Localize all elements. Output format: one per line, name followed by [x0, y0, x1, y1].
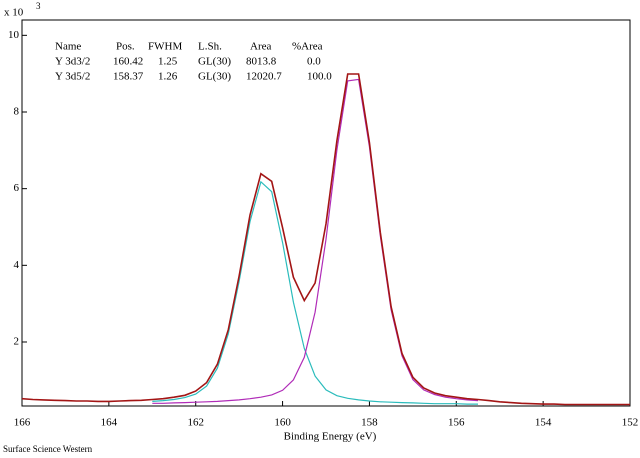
x-tick-label: 162: [187, 417, 204, 429]
x-axis-label: Binding Energy (eV): [284, 431, 377, 443]
y-tick-label: 10: [8, 29, 20, 41]
x-tick-label: 156: [448, 417, 465, 429]
table-cell: GL(30): [198, 71, 231, 83]
table-cell: 1.26: [158, 71, 178, 83]
table-cell: 160.42: [113, 56, 143, 68]
table-cell: 100.0: [307, 71, 332, 83]
x-tick-label: 166: [14, 417, 31, 429]
table-header: L.Sh.: [198, 41, 222, 53]
data-line: [152, 180, 478, 405]
table-cell: 0.0: [307, 56, 321, 68]
table-cell: GL(30): [198, 56, 231, 68]
y-tick-label: 8: [14, 106, 20, 118]
table-header: Area: [250, 41, 271, 53]
y-multiplier-exponent: 3: [36, 1, 41, 11]
footer: Surface Science Western: [3, 444, 93, 454]
data-line: [21, 73, 630, 406]
x-tick-label: 160: [274, 417, 291, 429]
y-multiplier: x 10: [4, 7, 24, 19]
table-header: Name: [55, 41, 81, 53]
table-header: FWHM: [148, 41, 182, 53]
table-cell: 8013.8: [246, 56, 277, 68]
table-cell: Y 3d3/2: [55, 56, 90, 68]
table-header: Pos.: [116, 41, 135, 53]
x-tick-label: 158: [361, 417, 378, 429]
y-tick-label: 4: [14, 259, 20, 271]
x-tick-label: 154: [535, 417, 552, 429]
y-tick-label: 2: [14, 336, 20, 348]
table-cell: 158.37: [113, 71, 144, 83]
table-cell: 1.25: [158, 56, 178, 68]
table-header: %Area: [292, 41, 323, 53]
data-line: [152, 78, 479, 404]
table-cell: 12020.7: [246, 71, 282, 83]
table-cell: Y 3d5/2: [55, 71, 90, 83]
x-tick-label: 152: [622, 417, 639, 429]
y-tick-label: 6: [14, 182, 20, 194]
x-tick-label: 164: [101, 417, 118, 429]
plot-frame: [21, 19, 631, 407]
